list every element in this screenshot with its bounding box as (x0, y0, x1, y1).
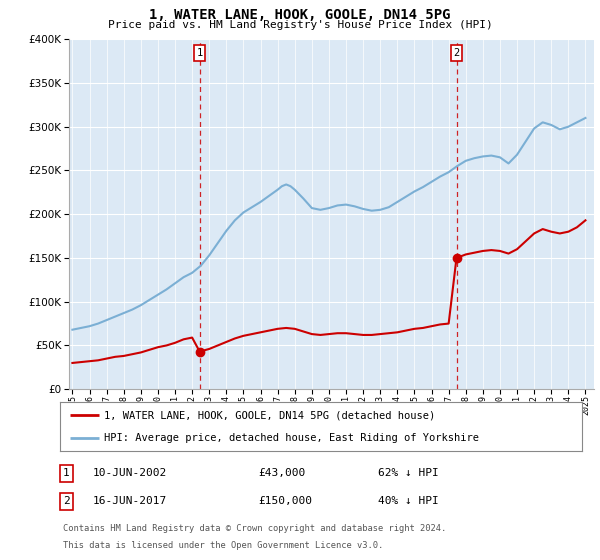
Text: 1: 1 (63, 468, 70, 478)
Text: This data is licensed under the Open Government Licence v3.0.: This data is licensed under the Open Gov… (63, 541, 383, 550)
Text: 40% ↓ HPI: 40% ↓ HPI (378, 496, 439, 506)
Text: 1, WATER LANE, HOOK, GOOLE, DN14 5PG (detached house): 1, WATER LANE, HOOK, GOOLE, DN14 5PG (de… (104, 410, 436, 421)
Text: Price paid vs. HM Land Registry's House Price Index (HPI): Price paid vs. HM Land Registry's House … (107, 20, 493, 30)
Text: £150,000: £150,000 (258, 496, 312, 506)
Text: HPI: Average price, detached house, East Riding of Yorkshire: HPI: Average price, detached house, East… (104, 433, 479, 444)
Text: 16-JUN-2017: 16-JUN-2017 (93, 496, 167, 506)
Text: 10-JUN-2002: 10-JUN-2002 (93, 468, 167, 478)
Text: 1, WATER LANE, HOOK, GOOLE, DN14 5PG: 1, WATER LANE, HOOK, GOOLE, DN14 5PG (149, 8, 451, 22)
Text: 1: 1 (197, 48, 203, 58)
Text: 2: 2 (63, 496, 70, 506)
Text: Contains HM Land Registry data © Crown copyright and database right 2024.: Contains HM Land Registry data © Crown c… (63, 524, 446, 533)
Text: 2: 2 (454, 48, 460, 58)
Text: 62% ↓ HPI: 62% ↓ HPI (378, 468, 439, 478)
Text: £43,000: £43,000 (258, 468, 305, 478)
